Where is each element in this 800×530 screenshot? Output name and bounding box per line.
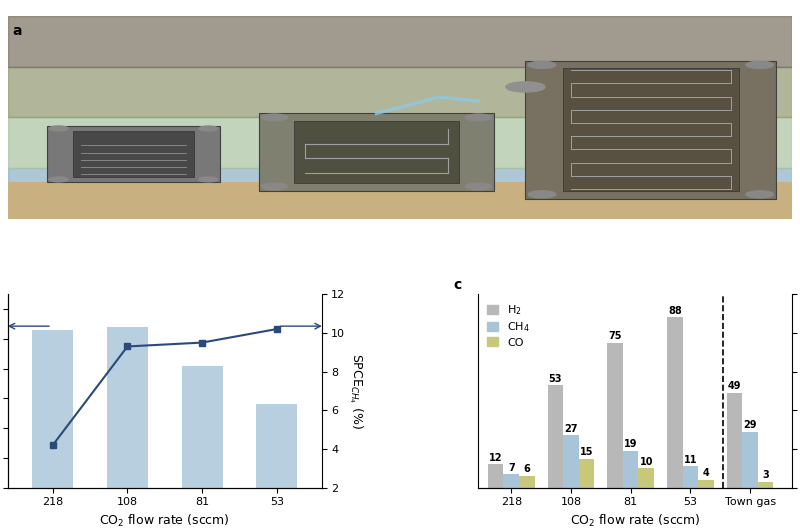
Circle shape xyxy=(746,61,774,68)
Text: 12: 12 xyxy=(489,453,502,463)
Text: 88: 88 xyxy=(668,306,682,316)
Bar xyxy=(256,404,298,488)
Bar xyxy=(8,67,792,118)
Bar xyxy=(8,118,792,168)
Bar xyxy=(8,16,792,67)
Circle shape xyxy=(199,126,218,131)
Text: 11: 11 xyxy=(684,455,698,465)
Text: 53: 53 xyxy=(549,374,562,384)
Text: 6: 6 xyxy=(523,464,530,474)
FancyBboxPatch shape xyxy=(8,182,792,219)
Circle shape xyxy=(746,191,774,198)
Circle shape xyxy=(528,61,556,68)
Bar xyxy=(623,451,638,488)
Text: 4: 4 xyxy=(702,469,710,478)
Circle shape xyxy=(262,114,287,121)
Bar xyxy=(488,464,503,488)
Text: 49: 49 xyxy=(728,381,742,391)
X-axis label: CO$_2$ flow rate (sccm): CO$_2$ flow rate (sccm) xyxy=(570,513,701,529)
Bar xyxy=(667,317,682,488)
Bar xyxy=(607,342,623,488)
Bar xyxy=(8,168,792,219)
Text: 75: 75 xyxy=(609,331,622,341)
Text: 19: 19 xyxy=(624,439,638,449)
Bar xyxy=(638,469,654,488)
Bar xyxy=(682,466,698,488)
FancyBboxPatch shape xyxy=(47,126,220,182)
Circle shape xyxy=(506,82,545,92)
Bar xyxy=(742,431,758,488)
Circle shape xyxy=(466,183,491,190)
Circle shape xyxy=(466,114,491,121)
Bar xyxy=(563,435,578,488)
Y-axis label: SPCE$_{CH_4}$ (%): SPCE$_{CH_4}$ (%) xyxy=(347,353,365,429)
Bar xyxy=(548,385,563,488)
Circle shape xyxy=(262,183,287,190)
Text: 10: 10 xyxy=(639,457,653,467)
FancyBboxPatch shape xyxy=(259,113,494,190)
Text: 7: 7 xyxy=(508,463,514,473)
Text: 27: 27 xyxy=(564,424,578,434)
FancyBboxPatch shape xyxy=(73,131,194,177)
X-axis label: CO$_2$ flow rate (sccm): CO$_2$ flow rate (sccm) xyxy=(99,513,230,529)
Text: 3: 3 xyxy=(762,470,769,480)
Text: 15: 15 xyxy=(580,447,594,457)
Text: a: a xyxy=(12,24,22,38)
Circle shape xyxy=(199,177,218,182)
Bar xyxy=(519,476,534,488)
Circle shape xyxy=(528,191,556,198)
Bar xyxy=(107,327,148,488)
FancyBboxPatch shape xyxy=(526,60,776,199)
FancyBboxPatch shape xyxy=(294,121,459,183)
Text: c: c xyxy=(454,278,462,293)
Bar xyxy=(32,330,74,488)
Bar xyxy=(727,393,742,488)
Legend: H$_2$, CH$_4$, CO: H$_2$, CH$_4$, CO xyxy=(484,300,534,351)
Circle shape xyxy=(49,126,68,131)
Bar xyxy=(758,482,774,488)
Bar xyxy=(698,480,714,488)
Bar xyxy=(578,458,594,488)
Text: 29: 29 xyxy=(743,420,757,430)
Bar xyxy=(182,366,222,488)
Circle shape xyxy=(49,177,68,182)
Bar xyxy=(503,474,519,488)
FancyBboxPatch shape xyxy=(563,68,738,191)
